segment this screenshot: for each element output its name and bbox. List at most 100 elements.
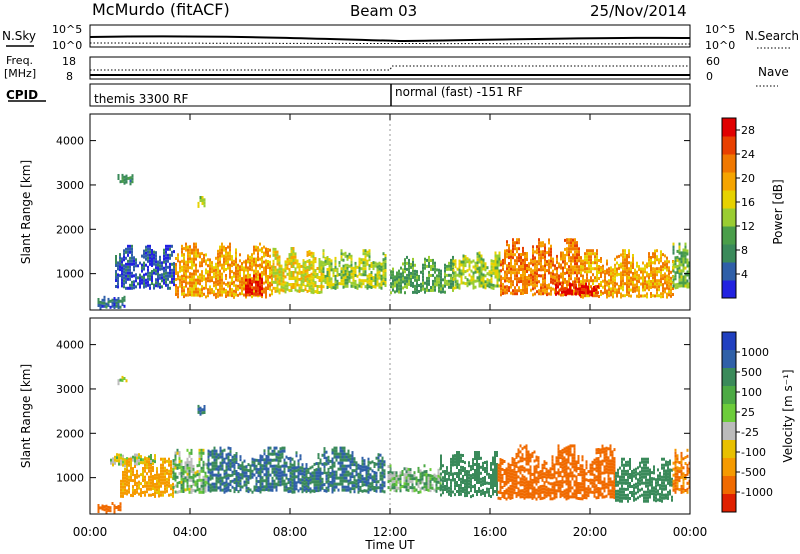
- data-cell: [190, 487, 193, 491]
- data-cell: [330, 265, 333, 269]
- data-cell: [367, 478, 370, 482]
- data-cell: [592, 252, 594, 256]
- data-cell: [273, 479, 276, 483]
- data-cell: [428, 261, 430, 265]
- data-cell: [480, 272, 483, 276]
- data-cell: [249, 284, 251, 288]
- data-cell: [247, 463, 250, 467]
- data-cell: [381, 474, 384, 478]
- data-cell: [407, 470, 410, 474]
- data-cell: [320, 275, 323, 279]
- data-cell: [564, 262, 566, 266]
- data-cell: [295, 481, 298, 485]
- data-cell: [207, 461, 210, 465]
- data-cell: [612, 289, 614, 293]
- data-cell: [376, 271, 379, 275]
- data-cell: [344, 254, 347, 258]
- data-cell: [435, 477, 438, 481]
- data-cell: [237, 463, 240, 467]
- data-cell: [636, 276, 638, 280]
- data-cell: [209, 285, 211, 289]
- data-cell: [524, 279, 526, 282]
- data-cell: [454, 259, 457, 263]
- data-cell: [524, 285, 526, 288]
- data-cell: [267, 251, 269, 254]
- data-cell: [135, 258, 137, 262]
- data-cell: [472, 286, 475, 290]
- data-cell: [188, 475, 191, 479]
- data-cell: [448, 474, 450, 478]
- data-cell: [320, 260, 323, 264]
- data-cell: [235, 248, 237, 252]
- data-cell: [654, 276, 656, 280]
- data-cell: [316, 273, 319, 276]
- data-cell: [570, 265, 572, 269]
- data-cell: [562, 254, 564, 258]
- data-cell: [269, 473, 272, 477]
- data-cell: [259, 454, 262, 458]
- data-cell: [488, 285, 491, 289]
- data-cell: [516, 241, 518, 245]
- data-cell: [257, 489, 260, 493]
- data-cell: [349, 460, 352, 464]
- data-cell: [404, 291, 406, 295]
- data-cell: [490, 477, 492, 480]
- data-cell: [433, 479, 436, 483]
- data-cell: [328, 276, 331, 279]
- data-cell: [538, 262, 540, 266]
- data-cell: [424, 257, 426, 261]
- data-cell: [616, 291, 618, 295]
- data-cell: [161, 276, 163, 280]
- data-cell: [407, 467, 410, 471]
- data-cell: [578, 268, 580, 272]
- data-cell: [366, 283, 369, 287]
- data-cell: [125, 280, 127, 284]
- data-cell: [145, 278, 147, 282]
- data-cell: [274, 253, 277, 257]
- data-cell: [496, 272, 499, 276]
- data-cell: [508, 265, 510, 269]
- data-cell: [317, 474, 320, 478]
- data-cell: [331, 460, 334, 464]
- data-cell: [680, 263, 683, 267]
- data-cell: [337, 461, 340, 465]
- data-cell: [570, 271, 572, 275]
- data-cell: [478, 260, 481, 264]
- data-cell: [207, 479, 210, 483]
- data-cell: [682, 266, 685, 270]
- data-cell: [405, 485, 408, 489]
- data-cell: [261, 274, 263, 278]
- data-cell: [408, 270, 410, 274]
- data-cell: [466, 470, 468, 473]
- data-cell: [349, 472, 352, 476]
- data-cell: [188, 487, 191, 491]
- data-cell: [211, 276, 213, 280]
- data-cell: [442, 290, 444, 294]
- data-cell: [436, 277, 438, 281]
- data-cell: [494, 481, 496, 484]
- data-cell: [542, 283, 544, 287]
- data-cell: [186, 460, 189, 464]
- data-cell: [508, 271, 510, 275]
- data-cell: [241, 470, 244, 474]
- data-cell: [157, 275, 159, 279]
- data-cell: [538, 247, 540, 251]
- data-cell: [164, 487, 166, 491]
- data-cell: [243, 284, 245, 288]
- data-cell: [261, 470, 264, 474]
- data-cell: [640, 294, 642, 298]
- data-cell: [296, 265, 299, 269]
- data-cell: [646, 295, 648, 299]
- data-cell: [480, 266, 483, 270]
- data-cell: [364, 270, 367, 274]
- data-cell: [366, 274, 369, 278]
- data-cell: [512, 265, 514, 269]
- data-cell: [534, 256, 536, 260]
- data-cell: [331, 448, 334, 452]
- data-cell: [239, 464, 242, 468]
- data-cell: [199, 255, 201, 259]
- data-cell: [604, 275, 606, 279]
- data-cell: [676, 267, 679, 271]
- data-cell: [578, 277, 580, 281]
- data-cell: [450, 469, 452, 473]
